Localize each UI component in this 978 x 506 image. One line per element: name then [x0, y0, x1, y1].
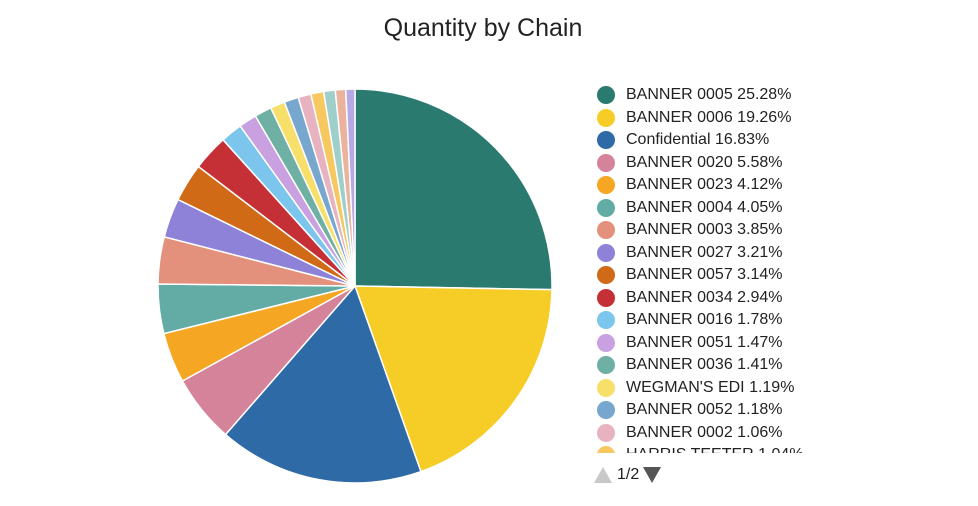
- legend-item[interactable]: Confidential 16.83%: [596, 129, 926, 152]
- legend-swatch-icon: [597, 86, 615, 105]
- legend-label: BANNER 0003 3.85%: [626, 221, 783, 239]
- pager-label: 1/2: [617, 466, 640, 483]
- legend-label: BANNER 0034 2.94%: [626, 288, 783, 306]
- legend-item[interactable]: BANNER 0004 4.05%: [596, 197, 926, 220]
- legend-swatch-icon: [597, 108, 615, 127]
- legend-item[interactable]: BANNER 0036 1.41%: [596, 354, 926, 377]
- legend-item[interactable]: HARRIS TEETER 1.04%: [596, 444, 926, 453]
- legend-label: HARRIS TEETER 1.04%: [626, 446, 804, 453]
- pie-slice-1[interactable]: [353, 285, 553, 473]
- legend-swatch-icon: [597, 153, 615, 172]
- legend-label: BANNER 0036 1.41%: [626, 356, 783, 374]
- legend-swatch-icon: [597, 423, 615, 442]
- legend-swatch-icon: [597, 333, 615, 352]
- legend-swatch-icon: [597, 131, 615, 150]
- legend-item[interactable]: BANNER 0052 1.18%: [596, 399, 926, 422]
- legend-label: Confidential 16.83%: [626, 131, 770, 149]
- legend-label: BANNER 0052 1.18%: [626, 401, 783, 419]
- legend-swatch-icon: [597, 266, 615, 285]
- legend-label: BANNER 0057 3.14%: [626, 266, 783, 284]
- pie-slice-19[interactable]: [344, 88, 356, 287]
- legend-pager: 1/2: [594, 464, 662, 486]
- legend-swatch-icon: [597, 243, 615, 262]
- legend-swatch-icon: [597, 176, 615, 195]
- legend-swatch-icon: [597, 311, 615, 330]
- legend-item[interactable]: BANNER 0005 25.28%: [596, 84, 926, 107]
- legend-label: BANNER 0051 1.47%: [626, 333, 783, 351]
- chart-title: Quantity by Chain: [383, 14, 583, 42]
- legend-label: BANNER 0016 1.78%: [626, 311, 783, 329]
- legend-label: BANNER 0002 1.06%: [626, 423, 783, 441]
- legend-label: BANNER 0005 25.28%: [626, 86, 792, 104]
- pie-slice-0[interactable]: [354, 88, 553, 291]
- legend-item[interactable]: BANNER 0027 3.21%: [596, 242, 926, 265]
- legend-item[interactable]: BANNER 0020 5.58%: [596, 152, 926, 175]
- legend-item[interactable]: BANNER 0023 4.12%: [596, 174, 926, 197]
- legend-item[interactable]: BANNER 0002 1.06%: [596, 422, 926, 445]
- legend-item[interactable]: WEGMAN'S EDI 1.19%: [596, 377, 926, 400]
- legend-label: BANNER 0020 5.58%: [626, 153, 783, 171]
- legend-item[interactable]: BANNER 0057 3.14%: [596, 264, 926, 287]
- legend-swatch-icon: [597, 446, 615, 453]
- legend-swatch-icon: [597, 356, 615, 375]
- legend-label: BANNER 0006 19.26%: [626, 108, 792, 126]
- pie-slice-2[interactable]: [224, 284, 422, 484]
- legend-item[interactable]: BANNER 0003 3.85%: [596, 219, 926, 242]
- legend-label: BANNER 0027 3.21%: [626, 243, 783, 261]
- pager-next-icon[interactable]: [643, 467, 662, 483]
- legend-label: BANNER 0023 4.12%: [626, 176, 783, 194]
- legend-swatch-icon: [597, 288, 615, 307]
- pager-prev-icon[interactable]: [594, 467, 612, 483]
- legend-swatch-icon: [597, 221, 615, 240]
- legend-swatch-icon: [597, 198, 615, 217]
- legend: BANNER 0005 25.28% BANNER 0006 19.26% Conf…: [596, 84, 926, 453]
- legend-swatch-icon: [597, 378, 615, 397]
- legend-item[interactable]: BANNER 0006 19.26%: [596, 107, 926, 130]
- legend-swatch-icon: [597, 401, 615, 420]
- legend-item[interactable]: BANNER 0016 1.78%: [596, 309, 926, 332]
- legend-item[interactable]: BANNER 0034 2.94%: [596, 287, 926, 310]
- legend-label: BANNER 0004 4.05%: [626, 198, 783, 216]
- legend-item[interactable]: BANNER 0051 1.47%: [596, 332, 926, 355]
- legend-label: WEGMAN'S EDI 1.19%: [626, 378, 795, 396]
